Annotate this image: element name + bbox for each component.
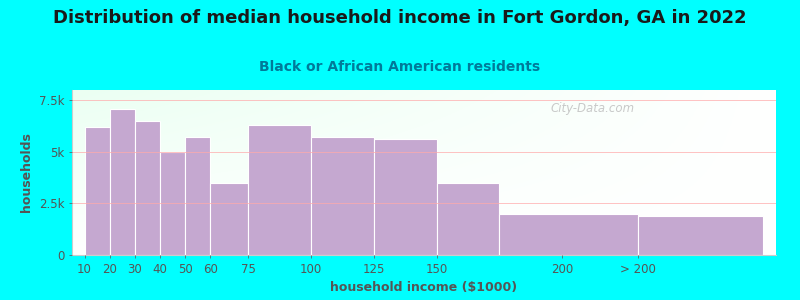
Bar <box>210 183 248 255</box>
Y-axis label: households: households <box>20 133 34 212</box>
Bar <box>185 137 210 255</box>
Bar <box>437 183 499 255</box>
Text: City-Data.com: City-Data.com <box>550 101 635 115</box>
Bar <box>248 125 311 255</box>
Text: Black or African American residents: Black or African American residents <box>259 60 541 74</box>
Bar <box>638 216 763 255</box>
Bar <box>374 140 437 255</box>
Bar <box>160 152 185 255</box>
Bar <box>85 127 110 255</box>
Text: Distribution of median household income in Fort Gordon, GA in 2022: Distribution of median household income … <box>53 9 747 27</box>
X-axis label: household income ($1000): household income ($1000) <box>330 281 518 294</box>
Bar <box>311 137 374 255</box>
Bar <box>110 109 135 255</box>
Bar <box>135 121 160 255</box>
Bar <box>499 214 638 255</box>
